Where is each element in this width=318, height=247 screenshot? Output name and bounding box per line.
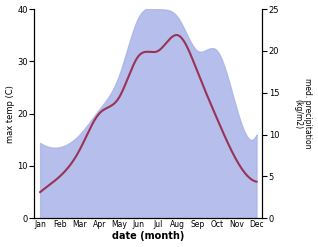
X-axis label: date (month): date (month): [112, 231, 184, 242]
Y-axis label: med. precipitation
(kg/m2): med. precipitation (kg/m2): [293, 78, 313, 149]
Y-axis label: max temp (C): max temp (C): [5, 85, 15, 143]
